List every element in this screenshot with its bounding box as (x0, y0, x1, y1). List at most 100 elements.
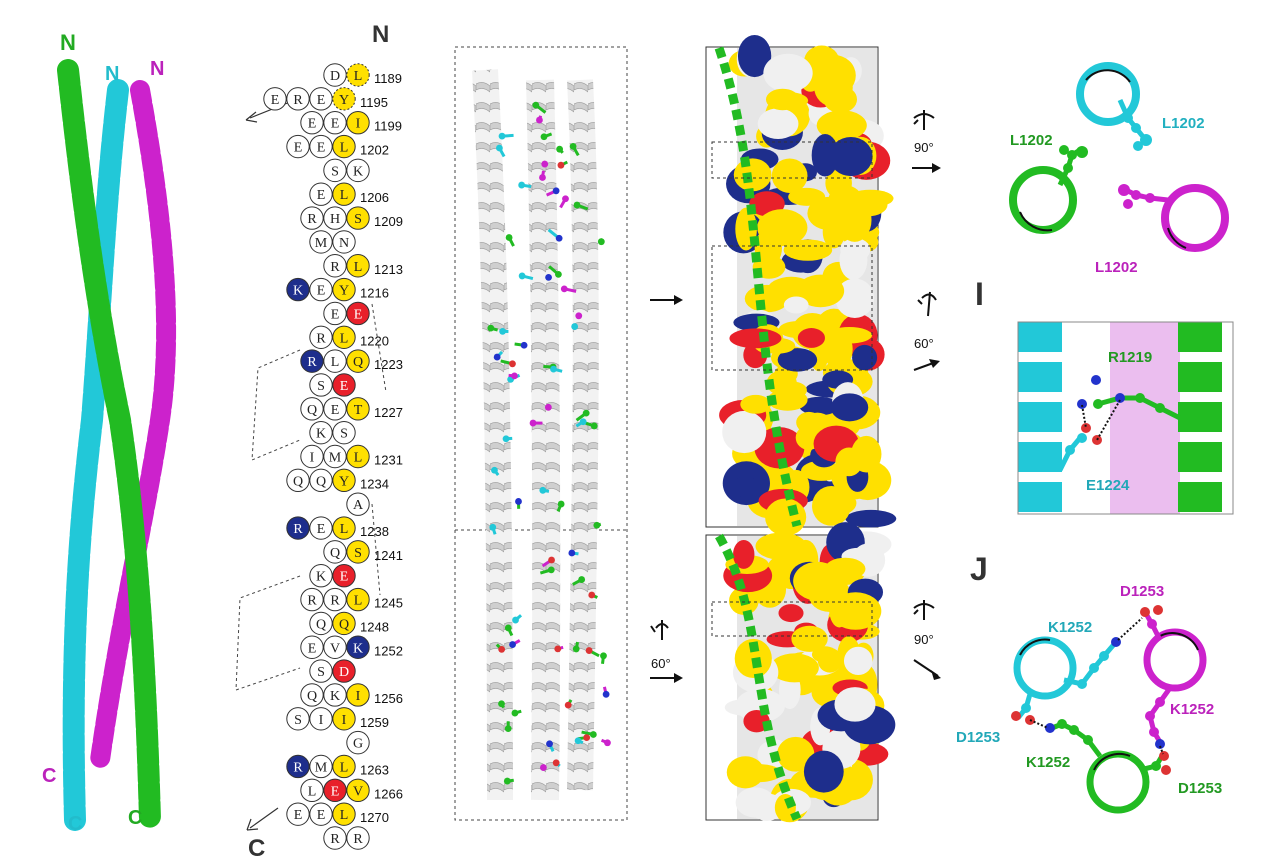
rotate-90-label-top: 90° (914, 140, 934, 155)
helix-green (57, 59, 161, 831)
surf-lower-patch-80 (733, 540, 755, 569)
residue-letter-14-0: Q (307, 403, 317, 418)
side-chain-atom-13 (487, 324, 495, 332)
d1253-magenta-label: D1253 (1120, 583, 1164, 600)
residue-letter-24-0: E (308, 641, 317, 656)
side-chain-atom-15 (539, 174, 546, 181)
residue-letter-1-3: Y (339, 93, 349, 108)
residue-letter-4-1: K (353, 164, 363, 179)
heptad-bracket-1 (251, 349, 301, 461)
c-green-label: C (128, 807, 142, 829)
side-chain-atom-61 (579, 418, 587, 426)
cyan-helix-end (1076, 62, 1140, 126)
green-helix-edge-j (1093, 752, 1131, 771)
surf-upper-patch-132 (766, 370, 797, 396)
side-chain-atom-62 (529, 419, 537, 427)
residue-letter-22-2: L (354, 594, 363, 609)
residue-letter-11-1: L (340, 331, 349, 346)
e1224-sidechain (1057, 423, 1102, 472)
residue-letter-14-1: E (331, 403, 340, 418)
side-chain-atom-30 (572, 645, 580, 653)
residue-circle-1-1 (286, 87, 310, 111)
residue-circle-14-2 (346, 397, 370, 421)
residue-letter-1-0: E (271, 93, 280, 108)
residue-circle-1-3 (332, 87, 356, 111)
inset-box-upper-1 (711, 141, 873, 179)
side-chain-atom-46 (550, 365, 557, 373)
residue-circle-5-1 (332, 182, 356, 206)
panel-h-l1202: L1202 L1202 L1202 (1009, 62, 1229, 276)
residue-letter-17-2: Y (339, 474, 349, 489)
rotate-60-icon (650, 620, 669, 640)
side-chain-atom-53 (548, 556, 555, 564)
residue-letter-3-0: E (294, 141, 303, 156)
r1219-sidechain (1077, 375, 1182, 421)
residue-letter-24-1: V (330, 641, 340, 656)
surf-upper-patch-127 (811, 133, 839, 177)
side-chain-atom-5 (503, 777, 511, 785)
residue-letter-6-2: S (354, 212, 362, 227)
residue-letter-1-2: E (317, 93, 326, 108)
residue-number-20: 1241 (374, 548, 403, 563)
l1202-magenta-label: L1202 (1095, 259, 1138, 276)
residue-circle-15-0 (309, 420, 333, 445)
residue-circle-20-0 (323, 540, 347, 564)
residue-letter-24-2: K (353, 641, 363, 656)
side-chain-atom-14 (560, 285, 568, 293)
residue-number-30: 1266 (374, 786, 403, 801)
side-chain-atom-23 (588, 591, 596, 599)
side-chain-atom-2 (557, 161, 565, 169)
residue-letter-31-2: L (340, 808, 349, 823)
residue-letter-30-0: L (308, 784, 317, 799)
residue-circle-30-1 (323, 778, 347, 803)
residue-number-9: 1216 (360, 286, 389, 301)
residue-circle-0-0 (323, 63, 347, 87)
residue-circle-17-1 (309, 468, 333, 493)
surf-lower-patch-75 (791, 625, 828, 652)
residue-circle-8-1 (346, 254, 370, 278)
side-chain-atom-39 (491, 466, 498, 474)
residue-number-26: 1256 (374, 691, 403, 706)
r1219-label: R1219 (1108, 349, 1152, 366)
surf-upper-patch-125 (783, 296, 809, 314)
residue-circle-30-2 (346, 778, 370, 803)
arrow-mid-head (929, 359, 940, 368)
residue-letter-7-0: M (315, 236, 328, 251)
l1202-green-label: L1202 (1010, 132, 1053, 149)
right-arrows: 90° 60° 90° (912, 110, 941, 680)
residue-letter-4-0: S (331, 164, 339, 179)
residue-circle-22-0 (300, 587, 324, 612)
panel-i-frame (1017, 321, 1234, 515)
surf-lower-patch-23 (778, 604, 804, 623)
surf-upper-green-helix (714, 46, 802, 528)
surf-upper-patch-100 (812, 486, 851, 526)
n-magenta-label: N (150, 58, 164, 80)
c-cyan-label: C (68, 813, 82, 835)
residue-circle-1-2 (309, 87, 333, 111)
residue-letter-5-0: E (317, 188, 326, 203)
surf-upper-patch-136 (733, 158, 772, 192)
side-chain-atom-43 (554, 645, 562, 653)
residue-circle-6-0 (300, 206, 324, 230)
side-chain-atom-27 (540, 764, 547, 771)
panel-i-salt-bridge: I R1219 E1224 (975, 276, 1234, 515)
side-chain-atom-37 (582, 409, 590, 417)
side-chain-atom-42 (552, 759, 560, 767)
k1252-magenta-label: K1252 (1170, 701, 1214, 718)
side-chain-atom-51 (515, 498, 522, 505)
residue-circle-17-0 (286, 468, 310, 493)
residue-circle-3-1 (309, 134, 333, 159)
residue-letter-2-1: E (331, 117, 340, 132)
surf-upper-patch-128 (740, 394, 772, 414)
residue-letter-16-2: L (354, 451, 363, 466)
rotate-90-icon-top (913, 110, 935, 130)
residue-number-6: 1209 (374, 214, 403, 229)
residue-number-3: 1202 (360, 143, 389, 158)
n-cyan-label: N (105, 63, 119, 85)
wheel-n-label: N (372, 21, 389, 48)
residue-letter-29-1: M (315, 760, 328, 775)
l1202-cyan-label: L1202 (1162, 115, 1205, 132)
side-chain-atom-8 (568, 549, 576, 557)
residue-letter-10-0: E (331, 307, 340, 322)
residue-circle-24-1 (323, 635, 347, 659)
